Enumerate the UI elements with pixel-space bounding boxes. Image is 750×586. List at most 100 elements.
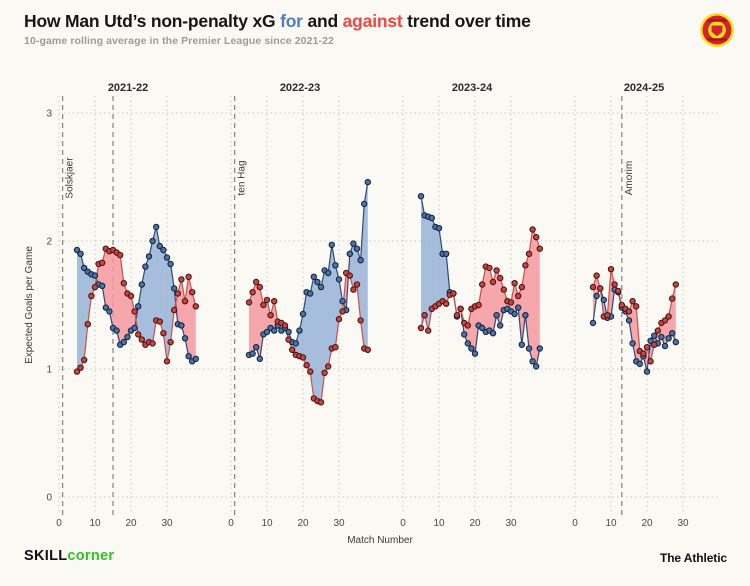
for-data-point bbox=[661, 342, 669, 350]
for-data-point bbox=[91, 272, 99, 279]
for-data-point bbox=[497, 322, 504, 329]
for-data-point bbox=[489, 330, 497, 337]
against-data-point bbox=[421, 312, 428, 319]
against-data-point bbox=[479, 281, 486, 288]
for-data-point bbox=[669, 330, 676, 337]
manager-label: Solskjaer bbox=[65, 157, 76, 199]
for-data-point bbox=[346, 250, 353, 258]
for-data-point bbox=[81, 264, 88, 272]
for-data-point bbox=[417, 193, 425, 200]
for-data-point bbox=[589, 319, 597, 327]
for-data-point bbox=[361, 200, 368, 208]
for-data-point bbox=[479, 324, 486, 332]
against-data-point bbox=[321, 369, 328, 376]
for-data-point bbox=[658, 333, 665, 341]
against-data-point bbox=[171, 306, 178, 314]
x-tick-label: 0 bbox=[228, 518, 234, 529]
against-data-point bbox=[249, 289, 256, 296]
for-data-point bbox=[522, 312, 529, 319]
for-data-point bbox=[314, 278, 321, 286]
against-data-point bbox=[500, 286, 507, 293]
for-data-point bbox=[99, 282, 106, 289]
for-data-point bbox=[364, 178, 371, 186]
for-data-point bbox=[518, 341, 525, 348]
for-data-point bbox=[256, 355, 263, 362]
for-data-point bbox=[102, 304, 110, 311]
title-text-3: trend over time bbox=[402, 11, 531, 31]
against-data-point bbox=[357, 317, 364, 324]
against-data-point bbox=[661, 317, 669, 324]
for-dominant-area bbox=[285, 182, 368, 403]
x-tick-label: 20 bbox=[297, 518, 309, 529]
x-tick-label: 10 bbox=[433, 518, 445, 529]
for-data-point bbox=[153, 223, 160, 231]
y-axis-title: Expected Goals per Game bbox=[24, 246, 35, 364]
against-data-point bbox=[253, 278, 260, 286]
for-data-point bbox=[464, 340, 471, 347]
for-data-point bbox=[533, 363, 540, 370]
x-tick-label: 20 bbox=[469, 518, 481, 529]
manchester-united-crest-icon bbox=[700, 13, 734, 47]
for-data-point bbox=[353, 245, 361, 252]
against-data-point bbox=[163, 358, 171, 365]
for-data-point bbox=[185, 353, 192, 360]
for-data-point bbox=[339, 298, 346, 305]
for-data-point bbox=[171, 285, 178, 292]
against-data-point bbox=[91, 283, 99, 291]
against-data-point bbox=[289, 346, 296, 353]
against-data-point bbox=[138, 336, 146, 343]
for-data-point bbox=[249, 350, 256, 357]
page-title: How Man Utd’s non-penalty xG for and aga… bbox=[24, 11, 531, 32]
for-data-point bbox=[593, 292, 600, 300]
x-tick-label: 20 bbox=[641, 518, 653, 529]
against-data-point bbox=[84, 321, 92, 328]
against-data-point bbox=[611, 281, 618, 288]
against-data-point bbox=[497, 274, 504, 282]
against-data-point bbox=[117, 251, 124, 259]
season-panel-2021-22 bbox=[58, 96, 200, 515]
against-data-point bbox=[518, 283, 525, 291]
against-data-point bbox=[81, 356, 88, 364]
for-series-line bbox=[76, 226, 197, 363]
season-panel-2024-25 bbox=[574, 96, 684, 515]
x-axis-title: Match Number bbox=[347, 535, 413, 546]
against-data-point bbox=[127, 292, 135, 300]
manager-label: Amorim bbox=[624, 161, 635, 195]
against-data-point bbox=[192, 303, 200, 310]
for-data-point bbox=[253, 344, 260, 351]
against-data-point bbox=[654, 327, 661, 334]
for-data-point bbox=[310, 273, 317, 280]
for-data-point bbox=[296, 327, 303, 334]
x-tick-label: 0 bbox=[572, 518, 578, 529]
against-data-point bbox=[625, 308, 633, 315]
against-data-point bbox=[350, 286, 357, 293]
against-data-point bbox=[511, 280, 518, 287]
against-data-point bbox=[597, 285, 604, 292]
for-data-point bbox=[665, 335, 672, 342]
for-data-point bbox=[428, 214, 435, 222]
for-data-point bbox=[461, 331, 468, 338]
for-data-point bbox=[106, 308, 113, 315]
against-data-point bbox=[629, 298, 636, 305]
against-data-point bbox=[640, 350, 647, 357]
against-data-point bbox=[245, 299, 253, 306]
against-data-point bbox=[647, 358, 654, 365]
against-data-point bbox=[160, 330, 167, 337]
the-athletic-credit: The Athletic bbox=[659, 551, 727, 565]
for-data-point bbox=[471, 350, 479, 357]
against-data-point bbox=[267, 312, 274, 319]
for-data-point bbox=[285, 328, 292, 336]
against-data-point bbox=[493, 267, 500, 274]
for-data-point bbox=[529, 358, 536, 365]
against-data-point bbox=[181, 298, 189, 305]
against-data-point bbox=[457, 305, 464, 312]
against-data-point bbox=[672, 281, 679, 288]
against-data-point bbox=[364, 346, 371, 353]
for-data-point bbox=[167, 260, 174, 268]
skillcorner-logo-bold: SKILL bbox=[24, 548, 68, 564]
for-data-point bbox=[651, 332, 658, 339]
x-tick-label: 0 bbox=[400, 518, 406, 529]
for-data-point bbox=[138, 281, 146, 288]
against-data-point bbox=[135, 331, 142, 338]
